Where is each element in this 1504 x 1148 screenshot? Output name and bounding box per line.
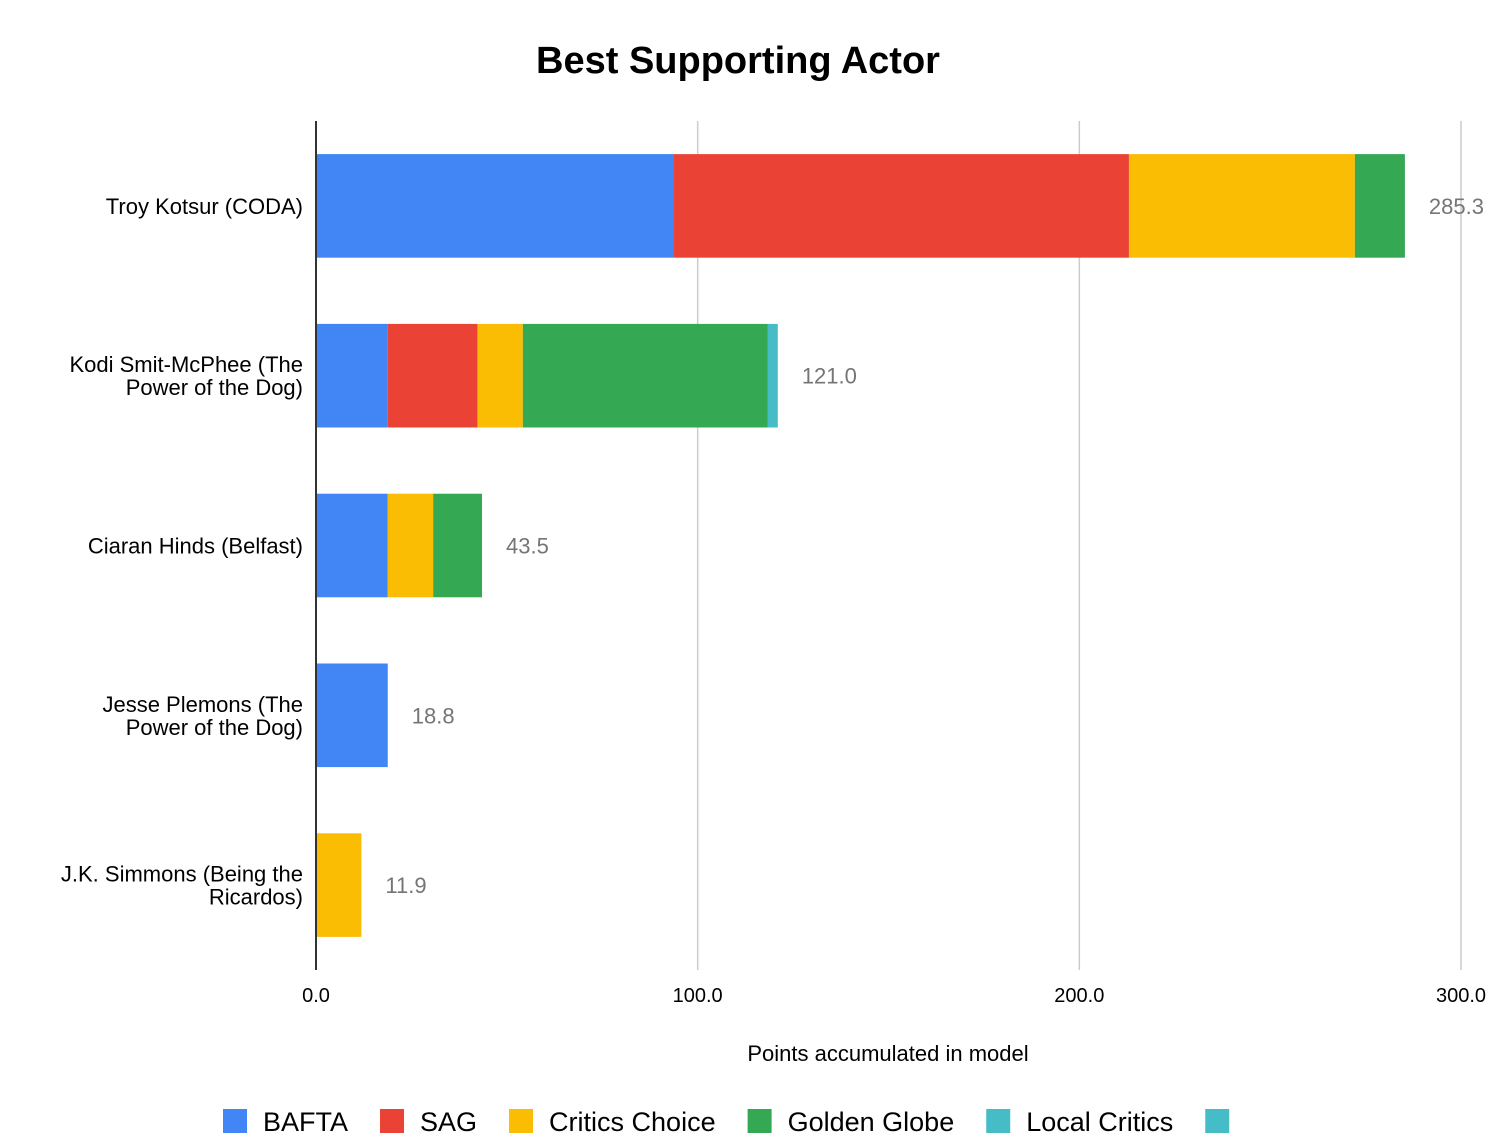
category-label-line: Ricardos) [209, 885, 303, 910]
legend-swatch [986, 1109, 1011, 1133]
bar-segment [387, 323, 478, 428]
category-label-line: J.K. Simmons (Being the [61, 862, 303, 887]
x-axis-title: Points accumulated in model [747, 1041, 1028, 1066]
bar-segment [767, 323, 778, 428]
category-label-line: Jesse Plemons (The [102, 692, 303, 717]
gridlines [696, 121, 1462, 970]
total-value-label: 11.9 [385, 873, 426, 898]
bar-segment [316, 493, 388, 598]
total-value-label: 121.0 [802, 364, 857, 389]
bar-segment [316, 833, 362, 937]
category-label-line: Troy Kotsur (CODA) [106, 194, 303, 219]
legend-swatch [223, 1109, 247, 1133]
x-tick-label: 300.0 [1436, 985, 1486, 1007]
legend-swatch [747, 1109, 772, 1133]
legend-swatch [509, 1109, 534, 1133]
bars [316, 154, 1405, 937]
bar-segment [477, 323, 523, 428]
bar-segment [316, 663, 388, 768]
legend-swatch [1205, 1109, 1230, 1133]
x-tick-labels: 0.0 100.0 200.0 300.0 [302, 985, 1486, 1007]
total-value-label: 18.8 [412, 703, 455, 728]
legend-label: Local Critics [1026, 1107, 1173, 1137]
total-labels: 285.3 121.0 43.5 18.8 11.9 [385, 194, 1484, 898]
chart-title: Best Supporting Actor [536, 40, 940, 82]
category-label: Ciaran Hinds (Belfast) [88, 534, 303, 559]
bar-segment [316, 323, 388, 428]
category-label: Kodi Smit-McPhee (The Power of the Dog) [69, 352, 303, 400]
legend-label: SAG [420, 1107, 477, 1137]
bar-segment [674, 154, 1129, 258]
category-label: Jesse Plemons (The Power of the Dog) [102, 692, 303, 740]
x-tick-label: 100.0 [673, 985, 723, 1007]
legend-label: Critics Choice [549, 1107, 716, 1137]
bar-segment [1354, 154, 1405, 258]
bar-segment [1128, 154, 1355, 258]
legend-label: BAFTA [263, 1107, 348, 1137]
bar-segment [316, 154, 675, 258]
category-label-line: Ciaran Hinds (Belfast) [88, 534, 303, 559]
category-label-line: Kodi Smit-McPhee (The [69, 352, 303, 377]
category-label-line: Power of the Dog) [126, 375, 303, 400]
category-label-line: Power of the Dog) [126, 715, 303, 740]
total-value-label: 285.3 [1429, 194, 1484, 219]
x-tick-label: 0.0 [302, 985, 330, 1007]
bar-segment [433, 493, 483, 598]
total-value-label: 43.5 [506, 534, 549, 559]
legend: BAFTA SAG Critics Choice Golden Globe Local … [223, 1107, 1230, 1137]
x-tick-label: 200.0 [1054, 985, 1104, 1007]
category-labels: Troy Kotsur (CODA)Kodi Smit-McPhee (The P… [61, 194, 303, 910]
category-label: Troy Kotsur (CODA) [106, 194, 303, 219]
bar-segment [522, 323, 768, 428]
category-label: J.K. Simmons (Being the Ricardos) [61, 862, 303, 910]
legend-swatch [380, 1109, 405, 1133]
legend-label: Golden Globe [788, 1107, 955, 1137]
bar-segment [387, 493, 434, 598]
